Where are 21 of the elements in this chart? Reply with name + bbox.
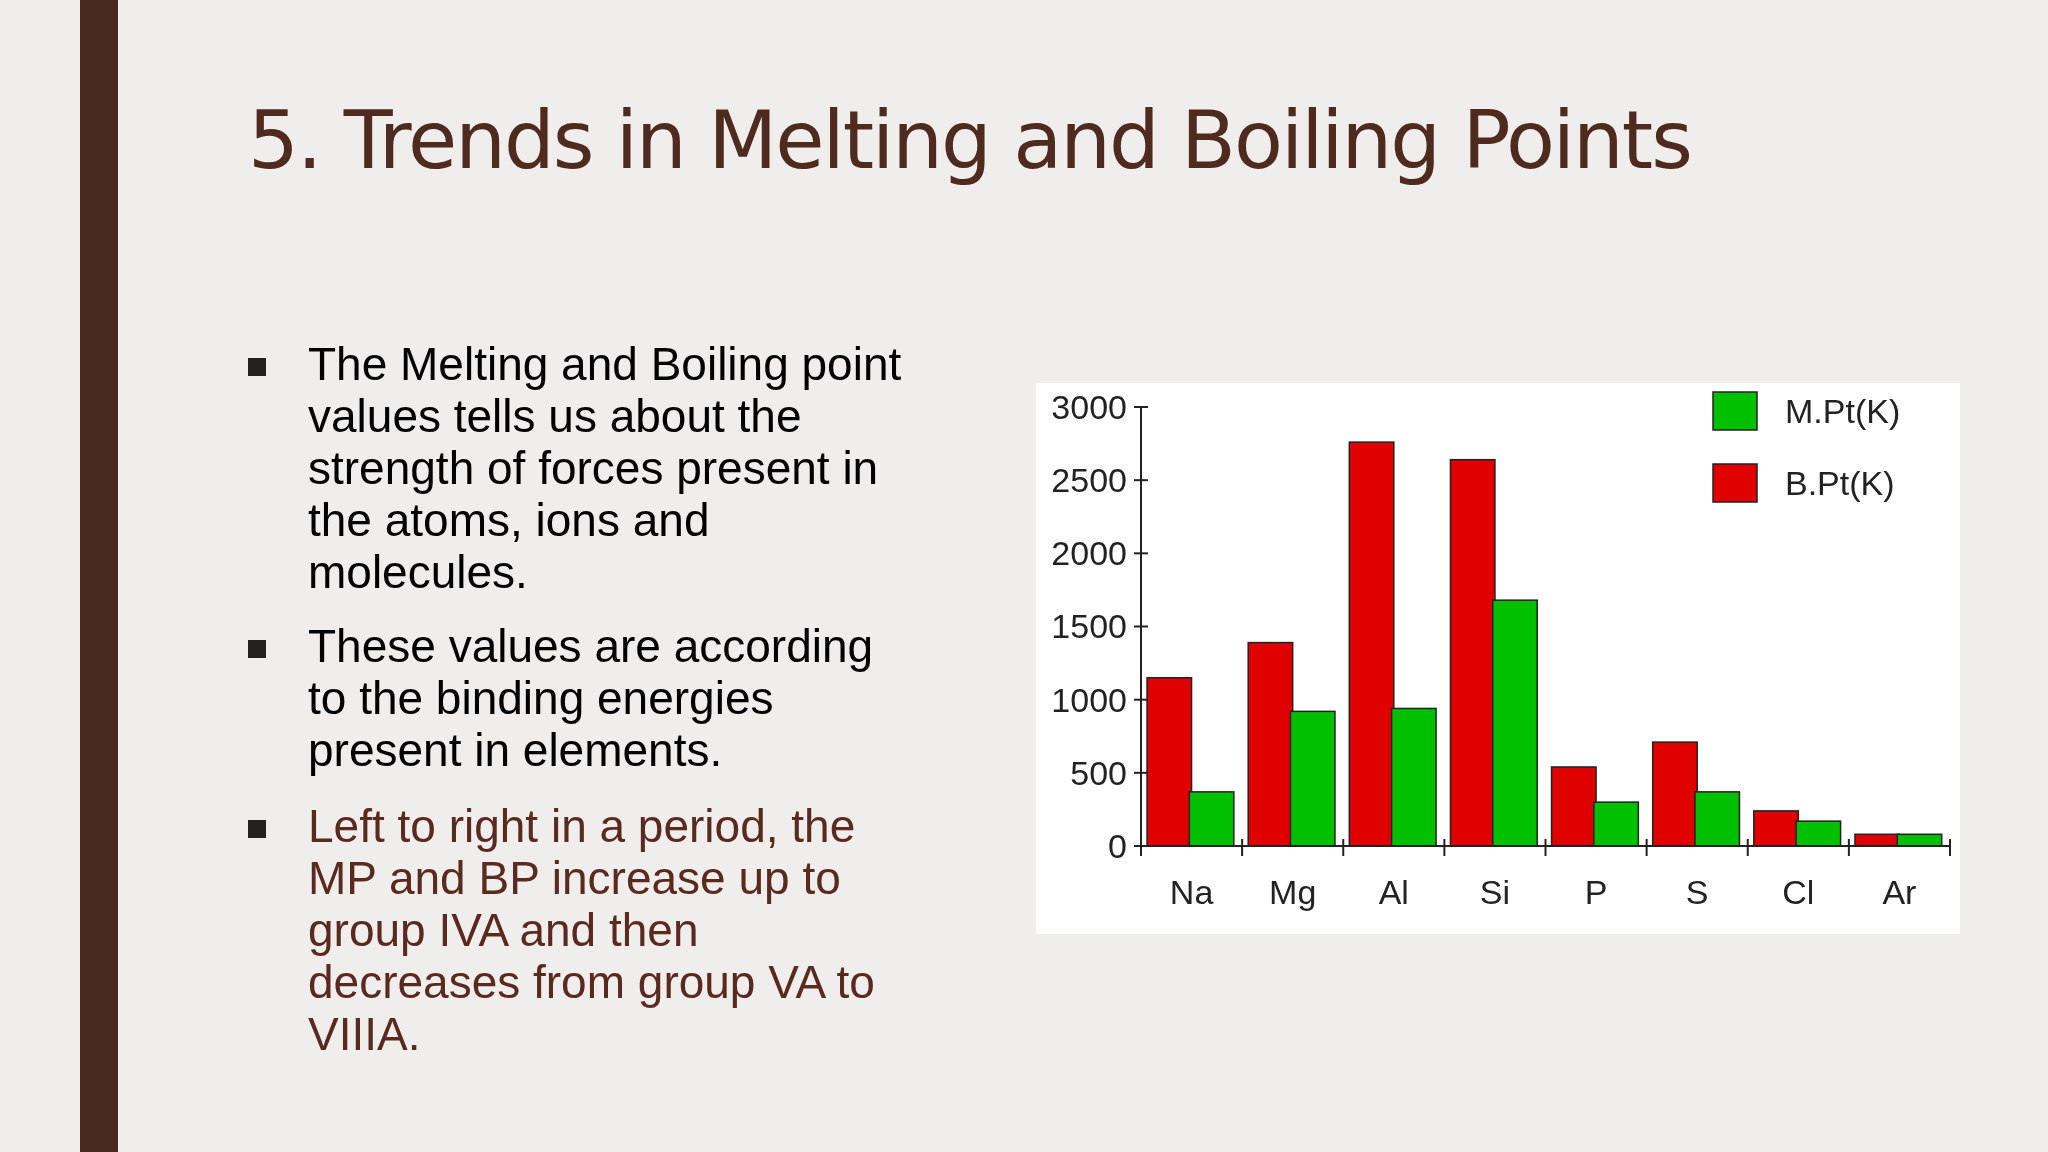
text: These values are according to the binding energies present in elements. bbox=[308, 620, 875, 776]
x-tick-label: Si bbox=[1479, 873, 1511, 911]
y-tick-label: 2000 bbox=[1051, 534, 1127, 573]
x-tick-label: Cl bbox=[1782, 873, 1815, 911]
x-tick-label: Mg bbox=[1269, 873, 1317, 911]
y-tick-label: 1500 bbox=[1051, 607, 1127, 646]
y-tick-label: 1000 bbox=[1051, 680, 1127, 719]
legend-label: B.Pt(K) bbox=[1785, 463, 1895, 502]
x-tick-label: Ar bbox=[1882, 873, 1917, 911]
y-tick-label: 0 bbox=[1108, 826, 1127, 865]
x-tick-label: Al bbox=[1378, 873, 1409, 911]
x-tick-label: S bbox=[1685, 873, 1709, 911]
legend-label: M.Pt(K) bbox=[1785, 391, 1901, 430]
x-tick-label: Na bbox=[1169, 873, 1214, 911]
y-tick-label: 3000 bbox=[1051, 387, 1127, 426]
chart-title: 5. Trends in Melting and Boiling Points bbox=[248, 94, 1691, 187]
text: The Melting and Boiling point values tells us about the strength of forces present in the atoms, ions and molecules. bbox=[308, 338, 903, 598]
y-tick-label: 2500 bbox=[1051, 461, 1127, 500]
x-tick-label: P bbox=[1584, 873, 1608, 911]
text: Left to right in a period, the MP and BP increase up to group IVA and then decreases from group VA to VIIIA. bbox=[308, 800, 876, 1060]
y-tick-label: 500 bbox=[1070, 753, 1127, 792]
